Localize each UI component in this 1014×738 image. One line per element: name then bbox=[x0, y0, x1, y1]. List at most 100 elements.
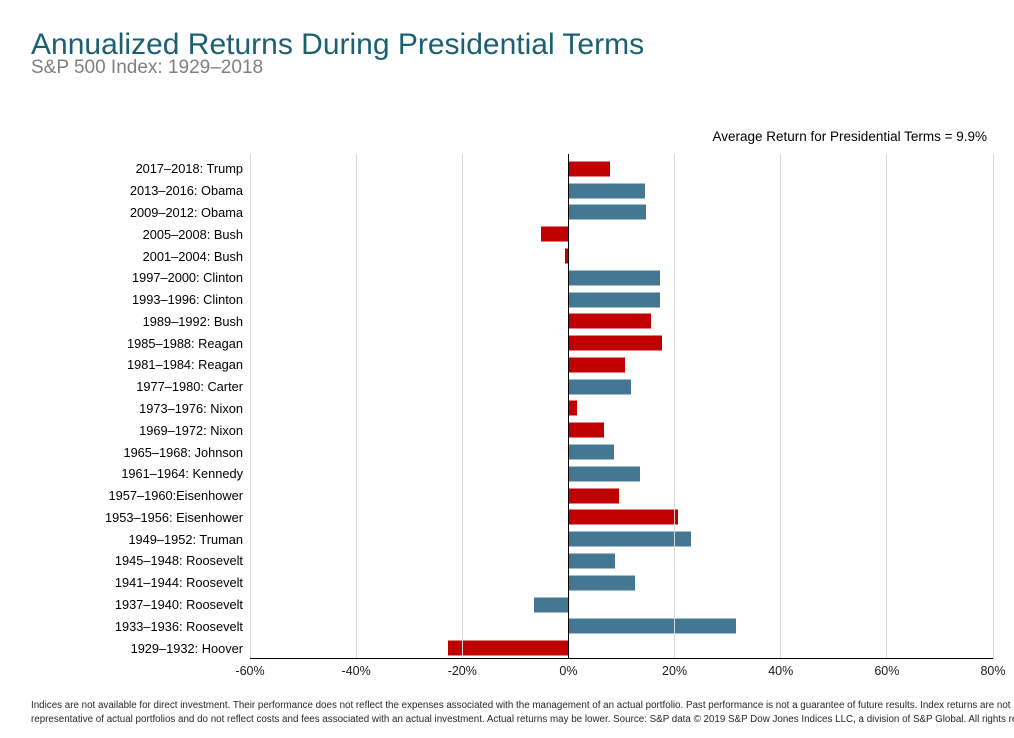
term-label: 1961–1964: Kennedy bbox=[121, 466, 243, 482]
chart-row: 1989–1992: Bush bbox=[0, 310, 993, 332]
chart-rows: 2017–2018: Trump 2013–2016: Obama 2009–201… bbox=[0, 158, 993, 659]
return-bar bbox=[568, 575, 635, 591]
page-subtitle: S&P 500 Index: 1929–2018 bbox=[31, 57, 264, 78]
term-label: 1985–1988: Reagan bbox=[127, 335, 243, 351]
term-label: 1937–1940: Roosevelt bbox=[114, 597, 243, 613]
return-bar bbox=[568, 161, 611, 177]
x-axis-line bbox=[250, 657, 993, 659]
chart-row: 2013–2016: Obama bbox=[0, 180, 993, 202]
x-axis-tick-labels: -60% -40% -20% 0% 20% 40% 60% 80% bbox=[235, 664, 1005, 682]
x-tick-label: 40% bbox=[768, 664, 794, 678]
x-tick-label: 80% bbox=[980, 664, 1006, 678]
chart-row: 1993–1996: Clinton bbox=[0, 289, 993, 311]
bar-track bbox=[250, 202, 993, 224]
return-bar bbox=[568, 357, 626, 373]
x-tick-label: -40% bbox=[341, 664, 371, 678]
bar-track bbox=[250, 419, 993, 441]
term-label: 1941–1944: Roosevelt bbox=[114, 575, 243, 591]
term-label: 1981–1984: Reagan bbox=[127, 357, 243, 373]
term-label: 2001–2004: Bush bbox=[142, 248, 243, 264]
x-tick-label: 20% bbox=[662, 664, 688, 678]
return-bar bbox=[568, 531, 692, 547]
term-label: 1969–1972: Nixon bbox=[139, 422, 243, 438]
term-label: 2005–2008: Bush bbox=[142, 226, 243, 242]
return-bar bbox=[568, 204, 646, 220]
chart-row: 2001–2004: Bush bbox=[0, 245, 993, 267]
term-label: 1953–1956: Eisenhower bbox=[104, 509, 243, 525]
term-label: 1949–1952: Truman bbox=[128, 531, 243, 547]
bar-track bbox=[250, 594, 993, 616]
chart-row: 1929–1932: Hoover bbox=[0, 637, 993, 659]
bar-track bbox=[250, 398, 993, 420]
term-label: 1997–2000: Clinton bbox=[132, 270, 243, 286]
chart-row: 1961–1964: Kennedy bbox=[0, 463, 993, 485]
return-bar bbox=[568, 400, 577, 416]
return-bar bbox=[565, 248, 569, 264]
return-bar bbox=[568, 183, 646, 199]
term-label: 1993–1996: Clinton bbox=[132, 292, 243, 308]
footer-disclaimer: Indices are not available for direct inv… bbox=[31, 699, 1014, 726]
return-bar bbox=[533, 597, 569, 613]
return-bar bbox=[568, 292, 661, 308]
return-bar bbox=[568, 444, 615, 460]
return-bar bbox=[568, 618, 737, 634]
chart-row: 1997–2000: Clinton bbox=[0, 267, 993, 289]
term-label: 1973–1976: Nixon bbox=[139, 400, 243, 416]
chart-row: 1941–1944: Roosevelt bbox=[0, 572, 993, 594]
term-label: 1945–1948: Roosevelt bbox=[114, 553, 243, 569]
chart-row: 1953–1956: Eisenhower bbox=[0, 507, 993, 529]
chart-row: 1957–1960:Eisenhower bbox=[0, 485, 993, 507]
bar-track bbox=[250, 267, 993, 289]
return-bar bbox=[568, 466, 640, 482]
bar-track bbox=[250, 376, 993, 398]
return-bar bbox=[568, 335, 663, 351]
term-label: 1933–1936: Roosevelt bbox=[114, 618, 243, 634]
chart-row: 1973–1976: Nixon bbox=[0, 398, 993, 420]
bar-track bbox=[250, 223, 993, 245]
chart-row: 2017–2018: Trump bbox=[0, 158, 993, 180]
return-bar bbox=[568, 379, 631, 395]
bar-track bbox=[250, 289, 993, 311]
chart-row: 2009–2012: Obama bbox=[0, 202, 993, 224]
bar-track bbox=[250, 180, 993, 202]
bar-track bbox=[250, 572, 993, 594]
footer-disclaimer-line1: Indices are not available for direct inv… bbox=[31, 700, 1011, 711]
x-tick-label: 0% bbox=[559, 664, 578, 678]
chart-row: 2005–2008: Bush bbox=[0, 223, 993, 245]
term-label: 1957–1960:Eisenhower bbox=[108, 488, 243, 504]
x-tick-label: -60% bbox=[235, 664, 265, 678]
chart-row: 1985–1988: Reagan bbox=[0, 332, 993, 354]
bar-track bbox=[250, 332, 993, 354]
bar-track bbox=[250, 441, 993, 463]
chart-row: 1965–1968: Johnson bbox=[0, 441, 993, 463]
bar-track bbox=[250, 528, 993, 550]
return-bar bbox=[568, 553, 615, 569]
bar-track bbox=[250, 354, 993, 376]
bar-track bbox=[250, 158, 993, 180]
bar-track bbox=[250, 507, 993, 529]
x-tick-label: 60% bbox=[874, 664, 900, 678]
bar-track bbox=[250, 485, 993, 507]
term-label: 2017–2018: Trump bbox=[135, 161, 243, 177]
return-bar bbox=[568, 422, 604, 438]
chart-row: 1969–1972: Nixon bbox=[0, 419, 993, 441]
return-bar bbox=[568, 270, 660, 286]
bar-track bbox=[250, 310, 993, 332]
term-label: 2013–2016: Obama bbox=[129, 183, 243, 199]
term-label: 1989–1992: Bush bbox=[142, 313, 243, 329]
term-label: 2009–2012: Obama bbox=[129, 204, 243, 220]
bar-track bbox=[250, 550, 993, 572]
page-title: Annualized Returns During Presidential T… bbox=[31, 28, 645, 62]
return-bar bbox=[447, 640, 569, 656]
chart-row: 1945–1948: Roosevelt bbox=[0, 550, 993, 572]
term-label: 1977–1980: Carter bbox=[136, 379, 243, 395]
return-bar bbox=[568, 509, 679, 525]
chart-row: 1981–1984: Reagan bbox=[0, 354, 993, 376]
chart-row: 1977–1980: Carter bbox=[0, 376, 993, 398]
bar-track bbox=[250, 245, 993, 267]
footer-disclaimer-line2: representative of actual portfolios and … bbox=[31, 713, 1014, 725]
bar-chart: 2017–2018: Trump 2013–2016: Obama 2009–201… bbox=[0, 154, 1014, 659]
x-tick-label: -20% bbox=[447, 664, 477, 678]
average-return-annotation: Average Return for Presidential Terms = … bbox=[712, 129, 987, 144]
bar-track bbox=[250, 637, 993, 659]
